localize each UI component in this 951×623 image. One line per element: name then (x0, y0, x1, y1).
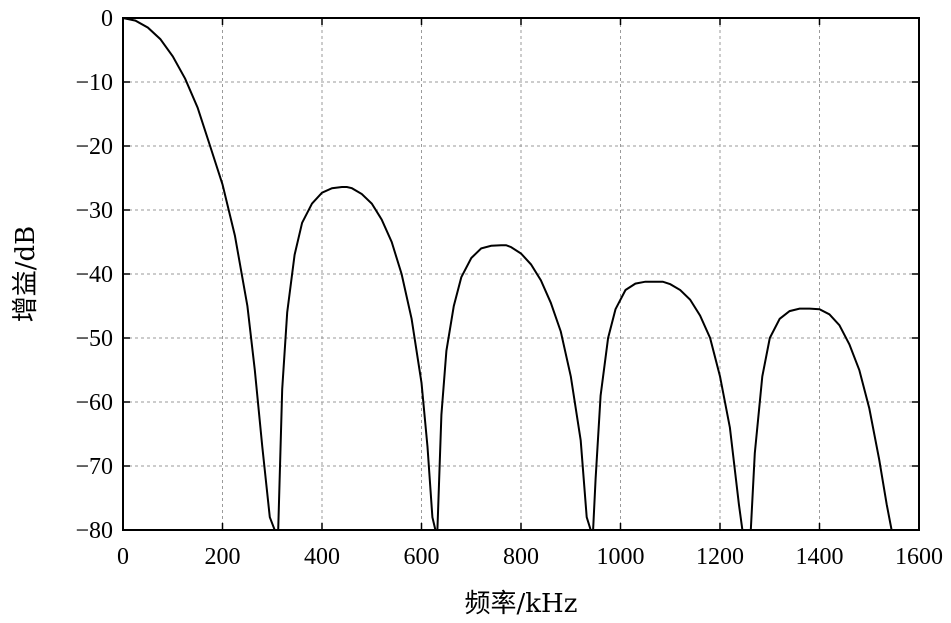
label-layer: 0 200 400 600 800 1000 1200 1400 1600 0 −10 −20 −30 −… (75, 6, 943, 570)
x-tick-label: 200 (205, 544, 241, 570)
x-tick-label: 1000 (597, 544, 645, 570)
x-tick-label: 0 (117, 544, 129, 570)
tick-layer (123, 18, 919, 530)
x-tick-label: 1200 (696, 544, 744, 570)
y-tick-label: −10 (75, 70, 113, 96)
y-tick-label: 0 (101, 6, 113, 32)
x-tick-label: 800 (503, 544, 539, 570)
y-tick-label: −70 (75, 454, 113, 480)
x-tick-label: 1600 (895, 544, 943, 570)
y-tick-label: −40 (75, 262, 113, 288)
x-tick-label: 1400 (796, 544, 844, 570)
y-tick-label: −30 (75, 198, 113, 224)
x-axis-title: 频率/kHz (465, 589, 578, 619)
x-tick-label: 600 (404, 544, 440, 570)
x-tick-label: 400 (304, 544, 340, 570)
grid-layer (123, 18, 919, 530)
y-tick-label: −20 (75, 134, 113, 160)
y-axis-title: 增益/dB (11, 226, 41, 323)
y-tick-label: −60 (75, 390, 113, 416)
y-tick-label: −80 (75, 518, 113, 544)
y-tick-label: −50 (75, 326, 113, 352)
